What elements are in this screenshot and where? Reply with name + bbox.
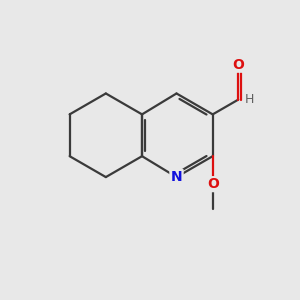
Text: N: N	[171, 170, 182, 184]
Text: O: O	[232, 58, 244, 72]
Text: H: H	[245, 93, 254, 106]
Text: O: O	[207, 177, 219, 191]
